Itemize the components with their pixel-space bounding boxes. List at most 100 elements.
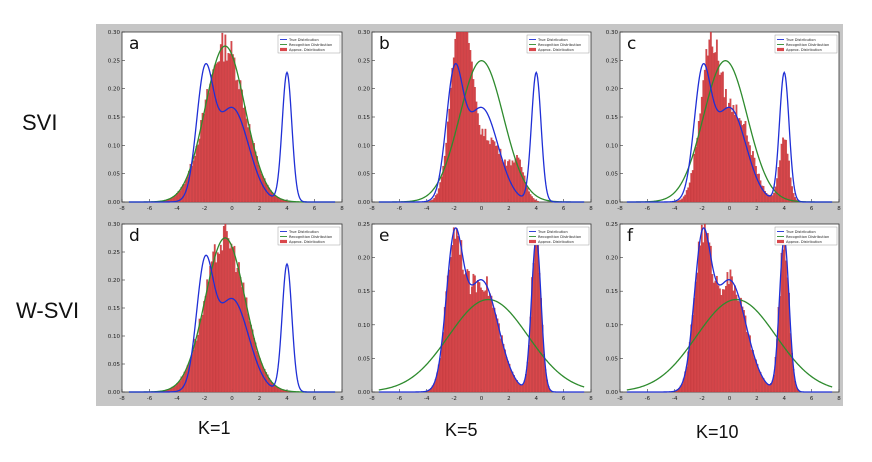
- y-tick-label: 0.25: [358, 58, 371, 64]
- histogram-bar: [752, 151, 754, 203]
- histogram-bar: [191, 165, 193, 203]
- histogram-bar: [253, 338, 255, 393]
- legend-entry: True Distribution: [537, 230, 568, 234]
- histogram-bar: [489, 293, 491, 393]
- y-tick-label: 0.25: [108, 58, 121, 64]
- col-label-k1: K=1: [198, 418, 231, 438]
- histogram-bar: [215, 63, 218, 203]
- histogram-bar: [203, 301, 206, 393]
- x-tick-label: -2: [202, 396, 207, 402]
- histogram-bar: [200, 120, 203, 203]
- histogram-bar: [495, 145, 497, 203]
- panel-letter: b: [379, 34, 390, 54]
- histogram-bar: [470, 61, 473, 203]
- x-tick-label: -2: [451, 396, 456, 402]
- histogram-bar: [788, 160, 790, 203]
- histogram-bar: [532, 263, 535, 393]
- x-tick-label: 0: [480, 206, 484, 212]
- histogram-bar: [242, 282, 245, 393]
- histogram-bar: [709, 31, 712, 203]
- x-tick-label: -8: [617, 396, 623, 402]
- histogram-bar: [227, 238, 230, 393]
- histogram-bar: [703, 223, 706, 393]
- x-tick-label: -2: [699, 206, 704, 212]
- histogram-bar: [691, 170, 694, 203]
- histogram-bar: [708, 39, 711, 203]
- y-tick-label: 0.20: [606, 256, 619, 262]
- y-tick-label: 0.20: [358, 87, 371, 93]
- histogram-bar: [783, 139, 786, 203]
- histogram-bar: [472, 79, 475, 203]
- histogram-bar: [738, 301, 741, 393]
- histogram-bar: [224, 34, 227, 203]
- x-tick-label: 8: [837, 206, 841, 212]
- histogram-bar: [475, 292, 478, 393]
- histogram-bar: [473, 275, 476, 393]
- histogram-bar: [537, 200, 539, 203]
- histogram-bar: [436, 193, 439, 203]
- recognition-curve: [378, 298, 585, 391]
- histogram-bar: [685, 190, 688, 203]
- histogram-bar: [256, 351, 258, 393]
- histogram-bar: [210, 261, 213, 393]
- histogram-bar: [260, 173, 263, 203]
- x-tick-label: -6: [397, 206, 403, 212]
- legend-entry: True Distribution: [537, 38, 568, 42]
- histogram-bar: [715, 275, 718, 393]
- histogram-bar: [224, 223, 227, 393]
- histogram-bar: [717, 285, 720, 393]
- x-tick-label: -8: [369, 206, 375, 212]
- histogram-bar: [197, 144, 199, 203]
- histogram-bar: [454, 238, 457, 393]
- histogram-bar: [679, 199, 682, 203]
- y-tick-label: 0.05: [606, 356, 619, 362]
- histogram-bar: [773, 192, 775, 203]
- y-tick-label: 0.05: [358, 356, 371, 362]
- histogram-bar: [225, 60, 228, 203]
- histogram-bar: [782, 137, 784, 203]
- histogram-bar: [498, 323, 500, 393]
- histogram-bar: [731, 112, 733, 203]
- histogram-bar: [729, 269, 732, 393]
- histogram-bar: [761, 376, 763, 393]
- histogram-bar: [206, 89, 209, 203]
- y-tick-label: 0.20: [108, 278, 121, 284]
- histogram-bar: [219, 44, 222, 203]
- y-tick-label: 0.00: [358, 390, 371, 396]
- x-tick-label: -2: [699, 396, 704, 402]
- histogram-bar: [463, 274, 466, 393]
- x-tick-label: -4: [174, 206, 180, 212]
- legend-entry: Approx. Distribution: [538, 240, 574, 244]
- histogram-bar: [218, 253, 221, 393]
- histogram-bar: [519, 384, 521, 393]
- recognition-curve: [128, 237, 336, 393]
- histogram-bar: [242, 107, 245, 203]
- histogram-bar: [248, 124, 251, 203]
- histogram-bar: [473, 87, 476, 203]
- histogram-bar: [238, 262, 240, 393]
- histogram-bar: [437, 188, 440, 203]
- histogram-bar: [709, 245, 712, 393]
- histogram-bar: [750, 349, 753, 393]
- histogram-bar: [257, 355, 260, 393]
- histogram-bar: [731, 276, 733, 393]
- x-tick-label: 6: [810, 396, 814, 402]
- histogram-bar: [254, 151, 257, 203]
- histogram-bar: [227, 53, 230, 203]
- histogram-bar: [723, 289, 726, 393]
- histogram-bar: [724, 89, 727, 203]
- x-tick-label: 4: [535, 206, 539, 212]
- x-tick-label: 8: [340, 396, 344, 402]
- x-tick-label: 4: [783, 206, 787, 212]
- histogram-bar: [430, 200, 433, 203]
- histogram-bar: [492, 307, 494, 393]
- histogram-bar: [472, 273, 475, 393]
- histogram-bar: [484, 290, 487, 393]
- histogram-bar: [502, 162, 505, 203]
- legend-entry: True Distribution: [288, 230, 319, 234]
- x-tick-label: -4: [424, 396, 430, 402]
- histogram-bar: [681, 198, 684, 203]
- histogram-bar: [192, 160, 195, 203]
- histogram-bar: [535, 200, 538, 203]
- histogram-bar: [445, 142, 448, 203]
